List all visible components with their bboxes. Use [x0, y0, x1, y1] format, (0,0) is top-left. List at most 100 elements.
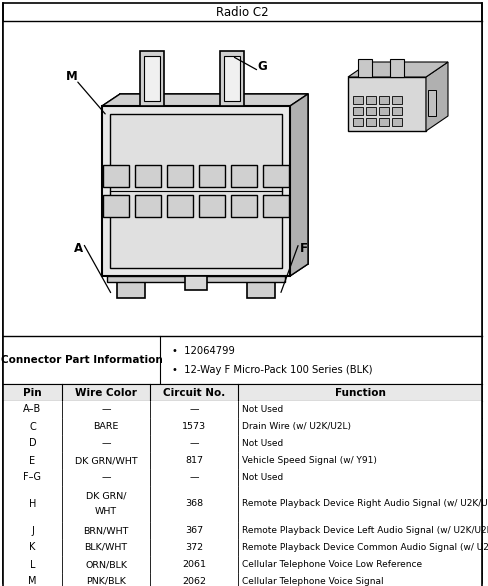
Text: Remote Playback Device Common Audio Signal (w/ U2K/U2L): Remote Playback Device Common Audio Sign… [242, 543, 488, 552]
Text: Remote Playback Device Left Audio Signal (w/ U2K/U2L): Remote Playback Device Left Audio Signal… [242, 526, 488, 535]
Bar [3, 21, 482, 336]
Bar [144, 56, 160, 101]
Text: Drain Wire (w/ U2K/U2L): Drain Wire (w/ U2K/U2L) [242, 422, 351, 431]
Text: C: C [29, 421, 36, 431]
Bar [3, 539, 482, 556]
Text: 372: 372 [185, 543, 203, 552]
Text: •  12064799: • 12064799 [172, 346, 235, 356]
Bar [353, 96, 363, 104]
Text: Vehicle Speed Signal (w/ Y91): Vehicle Speed Signal (w/ Y91) [242, 456, 377, 465]
Text: Cellular Telephone Voice Low Reference: Cellular Telephone Voice Low Reference [242, 560, 422, 569]
Bar [247, 276, 275, 298]
Text: Remote Playback Device Right Audio Signal (w/ U2K/U2L): Remote Playback Device Right Audio Signa… [242, 499, 488, 509]
Text: D: D [29, 438, 36, 448]
Bar [428, 90, 436, 116]
Bar [167, 165, 193, 187]
Text: L: L [30, 560, 35, 570]
Text: •  12-Way F Micro-Pack 100 Series (BLK): • 12-Way F Micro-Pack 100 Series (BLK) [172, 364, 372, 374]
Bar [392, 107, 402, 115]
Text: —: — [189, 473, 199, 482]
Bar [3, 401, 482, 418]
Bar [167, 195, 193, 217]
Polygon shape [348, 62, 448, 77]
Text: ORN/BLK: ORN/BLK [85, 560, 127, 569]
Bar [390, 59, 404, 77]
Bar [3, 336, 482, 384]
Text: 2062: 2062 [182, 577, 206, 586]
Bar [3, 573, 482, 586]
Polygon shape [102, 264, 308, 276]
Bar [379, 118, 389, 126]
Text: 367: 367 [185, 526, 203, 535]
Text: Radio C2: Radio C2 [216, 5, 269, 19]
Bar [392, 96, 402, 104]
Bar [135, 195, 161, 217]
Text: BRN/WHT: BRN/WHT [83, 526, 129, 535]
Text: K: K [29, 543, 36, 553]
Text: WHT: WHT [95, 507, 117, 516]
Bar [117, 276, 145, 298]
Bar [135, 165, 161, 187]
Text: Wire Color: Wire Color [75, 387, 137, 397]
Text: A: A [73, 241, 82, 254]
Text: J: J [31, 526, 34, 536]
Text: M: M [66, 70, 78, 83]
Text: A–B: A–B [23, 404, 41, 414]
Bar [263, 195, 289, 217]
Bar [103, 195, 129, 217]
Bar [3, 469, 482, 486]
Text: E: E [29, 455, 36, 465]
Text: Not Used: Not Used [242, 405, 283, 414]
Bar [120, 94, 308, 264]
Text: F: F [300, 241, 308, 254]
Bar [224, 56, 240, 101]
Bar [102, 106, 290, 276]
Text: M: M [28, 577, 37, 586]
Text: —: — [189, 405, 199, 414]
Text: —: — [101, 473, 111, 482]
Text: 368: 368 [185, 499, 203, 509]
Bar [107, 276, 285, 282]
Text: Connector Part Information: Connector Part Information [0, 355, 163, 365]
Bar [348, 77, 426, 131]
Bar [140, 51, 164, 106]
Bar [3, 556, 482, 573]
Bar [3, 486, 482, 522]
Bar [231, 165, 257, 187]
Bar [366, 107, 376, 115]
Bar [3, 435, 482, 452]
Text: Not Used: Not Used [242, 473, 283, 482]
Bar [366, 118, 376, 126]
Text: F–G: F–G [23, 472, 41, 482]
Bar [366, 96, 376, 104]
Text: PNK/BLK: PNK/BLK [86, 577, 126, 586]
Bar [199, 195, 225, 217]
Text: —: — [101, 439, 111, 448]
Text: Pin: Pin [23, 387, 42, 397]
Text: 817: 817 [185, 456, 203, 465]
Polygon shape [290, 94, 308, 276]
Bar [3, 418, 482, 435]
Text: Cellular Telephone Voice Signal: Cellular Telephone Voice Signal [242, 577, 384, 586]
Polygon shape [102, 94, 120, 276]
Polygon shape [102, 94, 308, 106]
Bar [353, 107, 363, 115]
Bar [263, 165, 289, 187]
Bar [3, 522, 482, 539]
Text: —: — [101, 405, 111, 414]
Text: —: — [189, 439, 199, 448]
Bar [231, 195, 257, 217]
Bar [110, 114, 282, 268]
Bar [103, 165, 129, 187]
Text: G: G [257, 60, 267, 73]
Bar [353, 118, 363, 126]
Bar [220, 51, 244, 106]
Bar [358, 59, 372, 77]
Bar [199, 165, 225, 187]
Text: H: H [29, 499, 36, 509]
Text: BARE: BARE [93, 422, 119, 431]
Bar [3, 452, 482, 469]
Bar [392, 118, 402, 126]
Text: DK GRN/: DK GRN/ [86, 492, 126, 500]
Text: DK GRN/WHT: DK GRN/WHT [75, 456, 137, 465]
